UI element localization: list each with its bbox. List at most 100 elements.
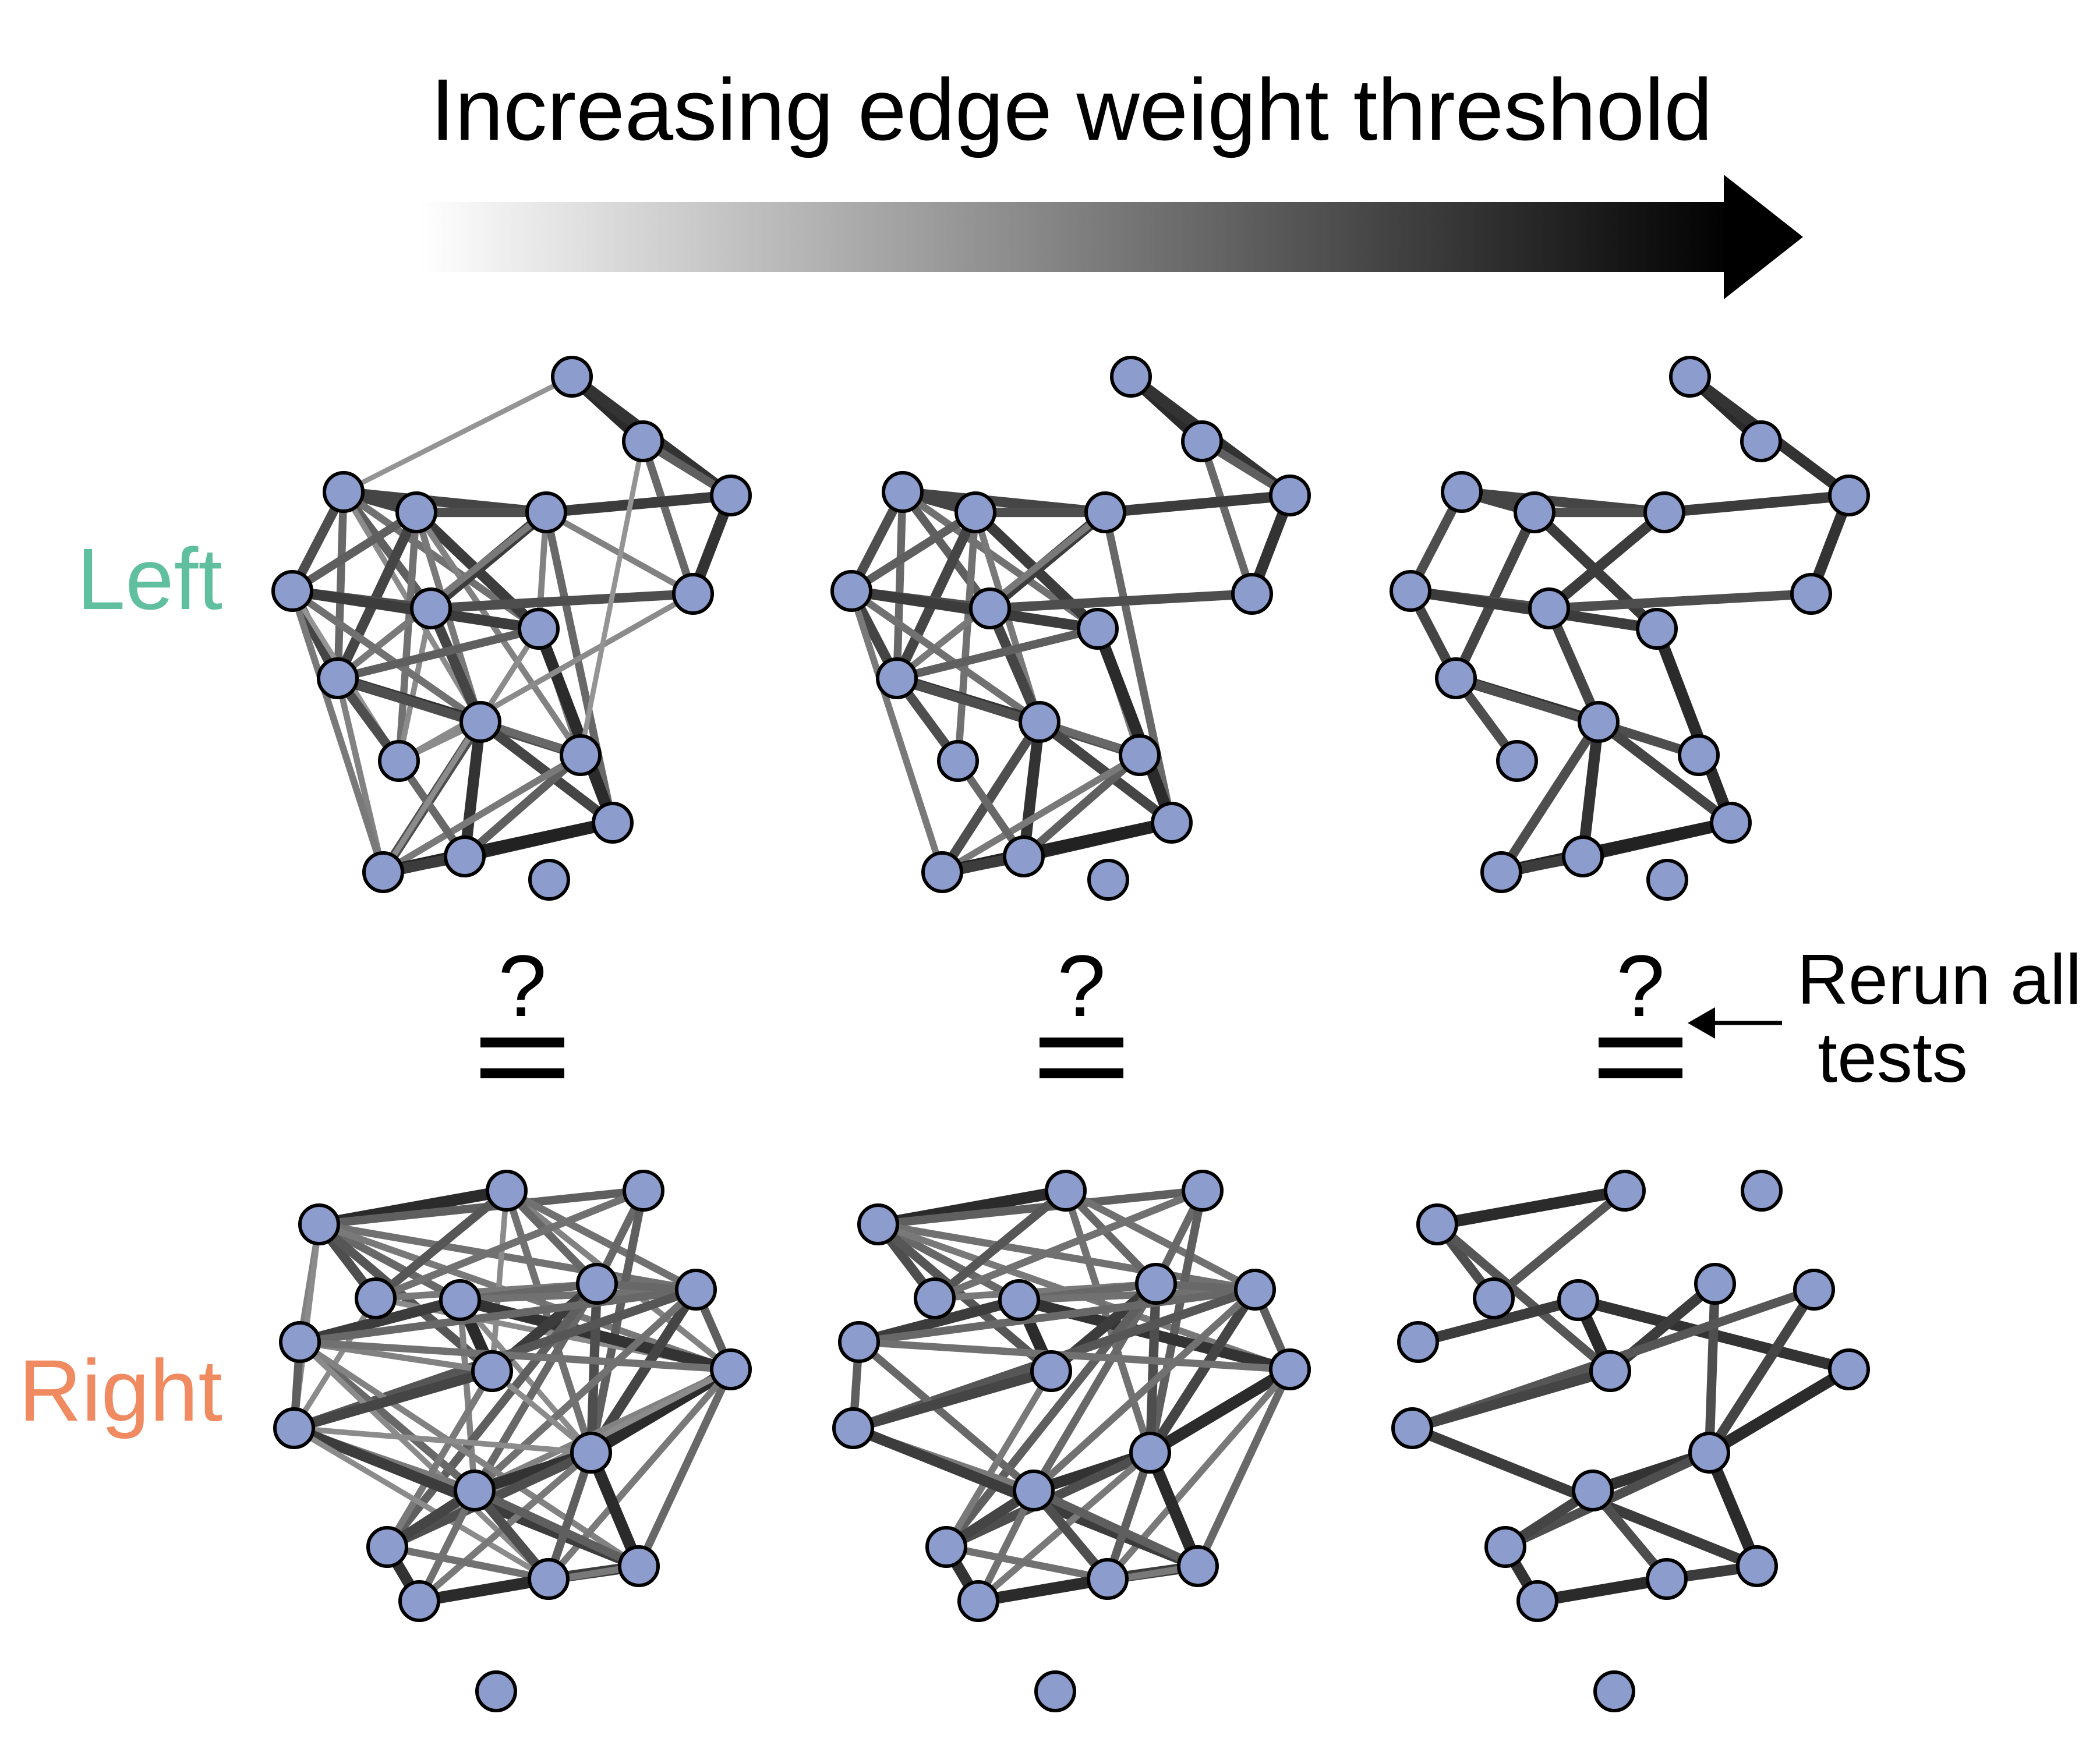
graph-edge	[1101, 508, 1176, 827]
graph-node	[937, 740, 979, 782]
graph-edge	[1198, 437, 1256, 598]
graph-edge	[296, 1339, 642, 1570]
graph-edge	[426, 589, 698, 614]
graph-edge	[1451, 673, 1704, 760]
graph-left-threshold-2	[830, 356, 1311, 901]
graph-edge	[898, 487, 995, 613]
question-mark: ?	[498, 937, 546, 1035]
graph-edge	[972, 1573, 1114, 1608]
graph-edge	[291, 1425, 594, 1456]
graph-edge	[1018, 716, 1045, 862]
graph-node	[395, 491, 437, 533]
graph-edge	[985, 589, 1257, 614]
graph-node	[1110, 356, 1152, 398]
graph-edge	[396, 606, 434, 764]
graph-edge	[1144, 1363, 1296, 1459]
graph-edge	[289, 587, 387, 876]
graph-node	[271, 570, 313, 612]
graph-node	[1177, 1545, 1219, 1587]
comparison-symbol-2: ?	[1040, 937, 1123, 1078]
graph-edge	[380, 626, 542, 875]
graph-edge	[937, 717, 1045, 877]
graph-node	[486, 1170, 528, 1212]
graph-node	[298, 1203, 340, 1245]
graph-edge	[383, 1543, 553, 1583]
graph-edge	[892, 507, 981, 684]
graph-edge	[893, 488, 907, 682]
graph-node	[1435, 657, 1477, 699]
graph-edge	[371, 1186, 511, 1303]
graph-edge	[1703, 1363, 1855, 1459]
graph-node	[1003, 835, 1045, 877]
equals-bar	[1599, 1068, 1682, 1078]
graph-edge	[471, 1280, 601, 1495]
graph-node	[1604, 1170, 1646, 1212]
graph-edge	[459, 716, 486, 862]
graph-node	[830, 570, 872, 612]
graph-node	[1119, 734, 1161, 776]
graph-edge	[372, 1187, 648, 1302]
graph-right-threshold-3	[1391, 1170, 1870, 1712]
graph-edge	[931, 1187, 1207, 1302]
graph-node	[362, 851, 404, 893]
graph-edge	[578, 438, 646, 758]
graph-node	[576, 1263, 618, 1305]
graph-node	[954, 491, 996, 533]
graph-edge	[635, 1365, 735, 1570]
graph-edge	[333, 624, 543, 683]
graph-node	[398, 1580, 440, 1622]
graph-edge	[848, 1366, 1056, 1433]
graph-node	[454, 1470, 496, 1511]
graph-node	[623, 1170, 664, 1212]
graph-edge	[1100, 490, 1296, 518]
graph-edge	[1593, 717, 1736, 828]
graph-node	[1516, 1580, 1558, 1622]
graph-node	[528, 859, 570, 901]
graph-node	[1013, 1470, 1055, 1511]
graph-node	[1557, 1279, 1599, 1321]
graph-node	[675, 1269, 717, 1311]
graph-node	[1129, 1432, 1171, 1474]
graph-node	[622, 420, 664, 462]
graph-edge	[489, 1368, 594, 1456]
graph-node	[1646, 1558, 1688, 1600]
graph-edge	[1704, 1284, 1819, 1458]
graph-edge	[532, 622, 619, 829]
graph-node	[672, 573, 714, 615]
comparison-symbols: ???	[480, 937, 1682, 1078]
graph-node	[1151, 802, 1193, 844]
graph-edge	[586, 1279, 602, 1458]
graph-edge	[1019, 750, 1144, 861]
graph-node	[1231, 573, 1273, 615]
graph-node	[1589, 1350, 1631, 1392]
graph-edge	[942, 1279, 1161, 1552]
graph-edge	[503, 1187, 734, 1373]
question-mark: ?	[1616, 937, 1664, 1035]
graph-edge	[954, 508, 980, 765]
graph-left-threshold-3	[1390, 356, 1870, 901]
graph-edge	[1496, 717, 1604, 877]
graph-node	[518, 608, 560, 650]
graph-node	[560, 734, 602, 776]
graph-node	[1416, 1203, 1458, 1245]
graph-edge	[333, 507, 422, 684]
graph-edge	[1544, 589, 1816, 614]
row-label-left: Left	[77, 530, 222, 628]
graph-node	[1441, 471, 1483, 513]
rerun-label-line2: tests	[1818, 1018, 1968, 1097]
graph-edge	[471, 1286, 700, 1495]
graph-edge	[847, 508, 980, 596]
graph-node	[1593, 1670, 1635, 1712]
graph-node	[570, 1432, 612, 1474]
graph-edge	[542, 508, 617, 827]
graph-edge	[460, 750, 585, 861]
graph-edge	[1194, 1365, 1294, 1570]
graph-edge	[296, 1286, 700, 1346]
graph-edge	[1543, 507, 1670, 614]
graph-edge	[639, 437, 697, 598]
comparison-symbol-1: ?	[480, 937, 564, 1078]
graph-node	[838, 1321, 880, 1363]
graph-node	[921, 851, 963, 893]
graph-node	[444, 835, 486, 877]
